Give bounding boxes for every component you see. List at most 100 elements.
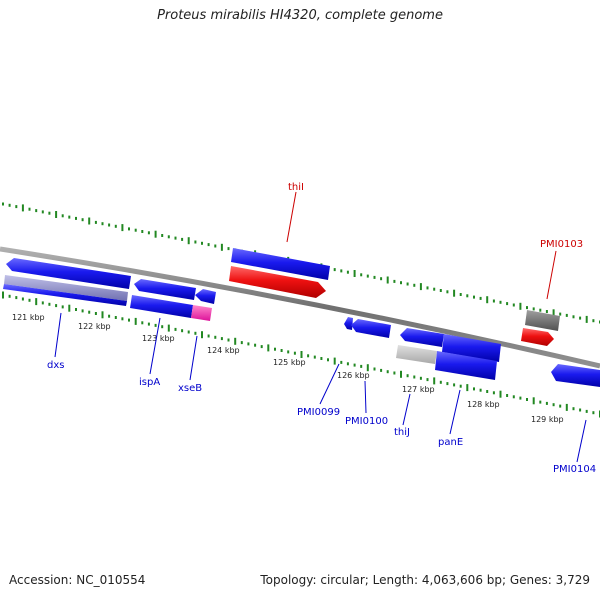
gene-label-PMI0104[interactable]: PMI0104 xyxy=(553,464,596,475)
ruler-tick xyxy=(572,315,575,319)
ruler-tick xyxy=(366,364,369,372)
ruler-tick xyxy=(353,363,356,367)
ruler-tick xyxy=(128,318,130,322)
ruler-tick xyxy=(41,210,44,214)
ruler-tick xyxy=(572,407,575,411)
ruler-tick xyxy=(240,341,243,345)
ruler-tick xyxy=(108,223,111,227)
accession-label: Accession: NC_010554 xyxy=(9,573,146,587)
gene-label-xseB[interactable]: xseB xyxy=(178,383,202,394)
gene-feature-dxs-pseudo[interactable] xyxy=(4,275,128,301)
ruler-tick xyxy=(539,400,542,404)
ruler-tick xyxy=(174,327,177,331)
gene-feature-thiJ[interactable] xyxy=(396,345,437,364)
ruler-tick xyxy=(48,211,51,215)
ruler-tick xyxy=(340,360,343,364)
ruler-tick xyxy=(207,243,210,247)
gene-feature-xseB[interactable] xyxy=(191,305,212,321)
ruler-tick xyxy=(353,270,356,277)
ruler-tick xyxy=(360,273,363,277)
gene-feature-xseB-upper[interactable] xyxy=(195,289,216,304)
gene-label-PMI0103[interactable]: PMI0103 xyxy=(540,239,583,250)
gene-feature-dxs-upper[interactable] xyxy=(6,258,131,289)
gene-feature-PMI0099[interactable] xyxy=(344,317,353,330)
ruler-tick xyxy=(134,317,137,325)
ruler-tick xyxy=(68,304,71,312)
ruler-tick xyxy=(453,383,456,387)
ruler-tick xyxy=(526,398,528,401)
ruler-tick xyxy=(167,324,170,332)
ruler-tick xyxy=(28,207,31,211)
ruler-tick xyxy=(559,312,562,316)
ruler-tick xyxy=(446,382,449,386)
ruler-tick xyxy=(519,302,522,310)
gene-feature-PMI0103[interactable] xyxy=(521,328,554,346)
ruler-tick xyxy=(15,205,18,209)
ruler-tick xyxy=(101,311,104,319)
ruler-tick xyxy=(393,371,396,375)
ruler-tick xyxy=(346,362,349,366)
ruler-tick xyxy=(519,396,522,400)
gene-feature-panE-upper[interactable] xyxy=(442,334,501,362)
gene-feature-ispA-upper[interactable] xyxy=(134,279,196,300)
gene-label-ispA[interactable]: ispA xyxy=(139,377,160,388)
gene-label-PMI0100[interactable]: PMI0100 xyxy=(345,416,388,427)
ruler-tick xyxy=(545,401,548,405)
gene-label-panE[interactable]: panE xyxy=(438,437,463,448)
ruler-tick xyxy=(161,325,164,329)
ruler-tick xyxy=(499,300,502,304)
kbp-label: 121 kbp xyxy=(12,313,45,322)
ruler-tick xyxy=(552,309,555,317)
gene-feature-thiI-cds-forward[interactable] xyxy=(231,248,330,280)
gene-feature-thiI[interactable] xyxy=(229,266,326,298)
ruler-tick xyxy=(8,203,11,207)
ruler-tick xyxy=(406,282,409,286)
ruler-tick xyxy=(247,342,250,346)
gene-label-thiJ[interactable]: thiJ xyxy=(394,427,410,438)
ruler-tick xyxy=(579,408,582,412)
gene-feature-panE[interactable] xyxy=(435,351,497,380)
gene-feature-dxs[interactable] xyxy=(3,284,127,306)
ruler-tick xyxy=(287,350,290,354)
gene-label-PMI0099[interactable]: PMI0099 xyxy=(297,407,340,418)
ruler-tick xyxy=(48,302,51,306)
gene-feature-PMI0100[interactable] xyxy=(351,319,391,338)
ruler-tick xyxy=(506,394,509,397)
ruler-tick xyxy=(386,370,389,374)
ruler-tick xyxy=(592,319,595,323)
ruler-tick xyxy=(293,351,296,355)
ruler-tick xyxy=(473,387,475,391)
leader-lines xyxy=(54,191,587,463)
ruler-tick xyxy=(400,281,402,285)
ruler-tick xyxy=(393,279,396,283)
ruler-tick xyxy=(68,215,71,219)
gene-label-thiI[interactable]: thiI xyxy=(288,182,304,193)
ruler-tick xyxy=(88,217,91,225)
ruler-tick xyxy=(426,378,429,382)
ruler-tick xyxy=(466,294,469,298)
ruler-tick xyxy=(8,294,11,298)
gene-feature-PMI0104[interactable] xyxy=(551,364,600,387)
ruler-tick xyxy=(121,224,124,232)
ruler-tick xyxy=(94,312,97,315)
gene-feature-ispA[interactable] xyxy=(130,295,193,318)
kbp-label: 128 kbp xyxy=(467,400,500,409)
ruler-tick xyxy=(128,227,130,231)
ruler-tick xyxy=(486,390,489,393)
ruler-tick xyxy=(313,355,316,359)
gene-feature-PMI0103-pseudo[interactable] xyxy=(525,310,560,331)
ruler-tick xyxy=(187,237,190,245)
gene-feature-thiJ-upper[interactable] xyxy=(400,328,444,347)
ruler-tick xyxy=(75,308,77,311)
ruler-tick xyxy=(380,277,383,281)
ruler-tick xyxy=(373,367,376,371)
ruler-tick xyxy=(267,344,270,352)
ruler-tick xyxy=(373,275,376,279)
ruler-tick xyxy=(346,270,349,274)
ruler-tick xyxy=(154,323,157,327)
ruler-tick xyxy=(21,297,24,301)
gene-label-dxs[interactable]: dxs xyxy=(47,360,64,371)
kbp-label: 127 kbp xyxy=(402,385,435,394)
ruler-tick xyxy=(327,358,329,362)
ruler-tick xyxy=(413,283,416,287)
